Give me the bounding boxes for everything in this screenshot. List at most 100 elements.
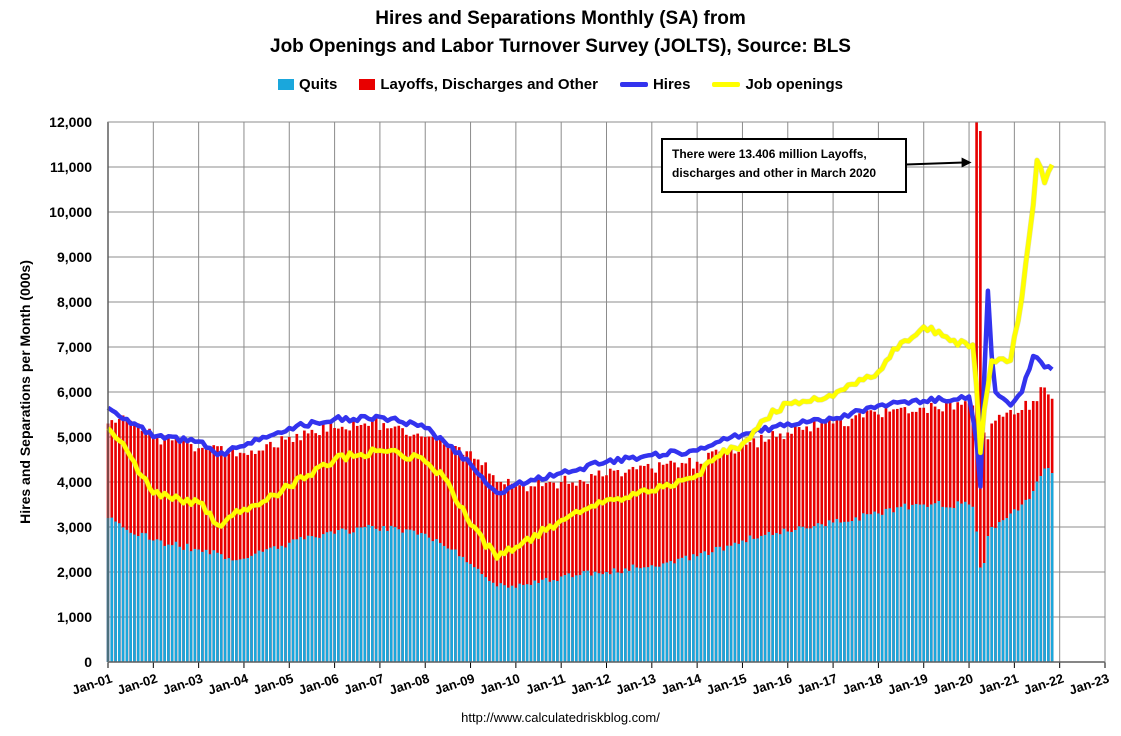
legend-label-job-openings: Job openings: [745, 76, 843, 93]
quits-bar: [858, 520, 861, 662]
quits-bar: [518, 583, 521, 662]
quits-bar: [869, 514, 873, 662]
quits-bar: [439, 542, 442, 662]
x-tick-label: Jan-22: [1022, 671, 1066, 698]
quits-bar: [201, 551, 204, 662]
quits-bar: [620, 573, 623, 662]
quits-bar: [639, 568, 642, 662]
quits-bar: [185, 543, 189, 662]
quits-bar: [386, 530, 389, 662]
layoffs-bar: [571, 482, 574, 662]
quits-bar: [136, 536, 140, 662]
x-tick-label: Jan-19: [886, 671, 930, 698]
quits-bar: [280, 545, 284, 662]
annotation-arrow-head: [961, 157, 972, 168]
quits-bar: [333, 533, 336, 662]
quits-bar: [216, 552, 219, 662]
quits-bar: [133, 534, 136, 662]
quits-bar: [873, 511, 876, 662]
quits-bar: [608, 574, 612, 662]
layoffs-bar: [593, 475, 597, 662]
y-tick-label: 12,000: [49, 114, 92, 130]
quits-bar: [673, 563, 676, 662]
quits-bar: [835, 518, 839, 662]
quits-bar: [423, 533, 427, 662]
quits-bar: [314, 537, 318, 662]
layoffs-bar: [559, 482, 563, 662]
quits-bar: [499, 583, 503, 662]
quits-bar: [488, 581, 491, 662]
quits-bar: [295, 539, 299, 662]
quits-bar: [446, 548, 450, 662]
quits-bar: [578, 574, 582, 662]
x-tick-label: Jan-14: [659, 670, 704, 697]
quits-bar: [654, 566, 657, 662]
quits-bar: [1009, 513, 1012, 662]
quits-bar: [601, 574, 605, 662]
y-tick-label: 0: [84, 654, 92, 670]
quits-bar: [193, 548, 197, 662]
quits-bar: [850, 520, 854, 662]
quits-bar: [805, 528, 808, 662]
layoffs-bar: [658, 462, 661, 662]
layoffs-bar: [548, 481, 552, 662]
quits-bar: [246, 558, 250, 662]
quits-bar: [231, 560, 234, 662]
quits-bar: [118, 523, 121, 662]
quits-bar: [465, 562, 469, 662]
layoffs-bar: [231, 445, 234, 662]
quits-bar: [726, 545, 729, 662]
layoffs-bar: [219, 446, 223, 662]
quits-bar: [933, 503, 937, 662]
layoffs-bar: [484, 462, 487, 662]
quits-bar: [537, 582, 540, 662]
quits-bar: [956, 501, 960, 662]
quits-bar: [110, 517, 114, 662]
y-tick-label: 7,000: [57, 339, 92, 355]
quits-bar: [348, 533, 352, 662]
x-tick-label: Jan-23: [1067, 671, 1111, 698]
quits-bar: [548, 581, 552, 662]
quits-bar: [1001, 520, 1005, 662]
y-tick-label: 6,000: [57, 384, 92, 400]
layoffs-bar: [544, 482, 548, 662]
annotation: There were 13.406 million Layoffs, disch…: [661, 138, 972, 193]
quits-bar: [612, 568, 616, 662]
quits-bar: [306, 535, 310, 662]
quits-bar: [397, 529, 401, 662]
quits-bar: [1035, 481, 1039, 662]
quits-bar: [914, 503, 918, 662]
layoffs-bar: [476, 459, 480, 662]
plot-border: [107, 121, 1106, 663]
quits-bar: [642, 567, 646, 662]
quits-bar: [877, 513, 880, 662]
source-url: http://www.calculatedriskblog.com/: [461, 710, 660, 725]
quits-bar: [767, 531, 771, 662]
quits-bar: [506, 587, 510, 662]
layoffs-bar: [506, 478, 510, 662]
quits-bar: [1050, 473, 1054, 662]
quits-bar: [816, 523, 820, 662]
quits-bar: [223, 559, 227, 662]
quits-bar: [401, 532, 404, 662]
x-tick-label: Jan-20: [931, 671, 975, 698]
quits-bar: [170, 545, 174, 662]
quits-bar: [261, 551, 265, 662]
quits-bar: [567, 573, 571, 662]
quits-bar: [763, 534, 767, 662]
y-tick-label: 2,000: [57, 564, 92, 580]
quits-bar: [291, 539, 295, 662]
quits-bar: [1005, 518, 1009, 662]
quits-bar: [374, 528, 378, 662]
annotation-box: [661, 138, 907, 193]
quits-bar: [303, 539, 306, 662]
x-tick-label: Jan-13: [614, 671, 658, 698]
legend-swatch-layoffs: [359, 79, 376, 90]
quits-bar: [299, 536, 302, 662]
quits-bar: [514, 587, 518, 662]
quits-bar: [174, 541, 178, 662]
x-tick-label: Jan-04: [206, 670, 251, 697]
quits-bar: [892, 512, 895, 662]
layoffs-bar: [495, 482, 499, 662]
